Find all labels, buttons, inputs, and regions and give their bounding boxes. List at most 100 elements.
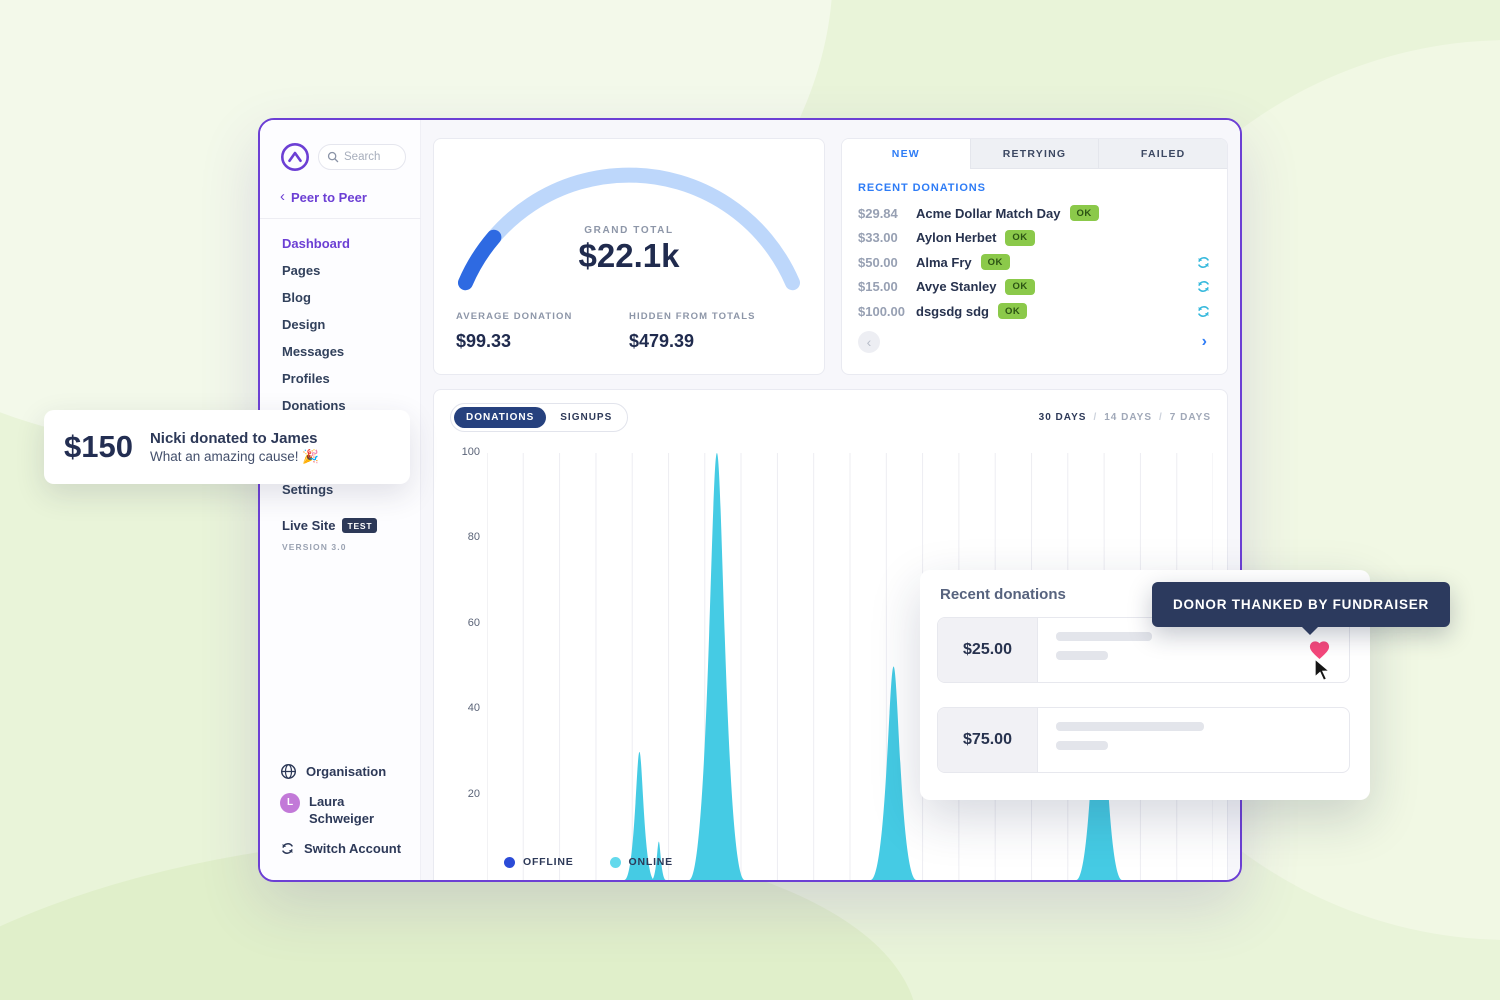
status-badge: OK: [1005, 278, 1035, 295]
organisation-label: Organisation: [306, 763, 387, 779]
user-name: Laura Schweiger: [309, 793, 375, 827]
donation-list: $29.84 Acme Dollar Match Day OK $33.00 Aylon…: [858, 201, 1211, 324]
chart-spike: [689, 453, 745, 880]
globe-icon: [280, 763, 297, 779]
average-donation-value: $99.33: [456, 331, 512, 351]
hidden-from-totals-label: HIDDEN FROM TOTALS: [629, 311, 756, 322]
breadcrumb-label: Peer to Peer: [291, 190, 367, 205]
tab-new[interactable]: NEW: [842, 139, 970, 169]
heart-icon[interactable]: [1308, 639, 1331, 662]
sidebar-item-pages[interactable]: Pages: [282, 263, 321, 278]
y-tick-label: 60: [467, 617, 480, 629]
status-badge: OK: [997, 303, 1028, 320]
donation-name: Aylon Herbet: [916, 230, 997, 246]
avatar: L: [280, 792, 300, 813]
donation-row: $100.00 dsgsdg sdg OK: [858, 299, 1211, 324]
offline-dot: [504, 856, 515, 868]
legend-online-label: ONLINE: [628, 856, 673, 868]
toggle-signups[interactable]: SIGNUPS: [560, 412, 613, 423]
tab-retrying[interactable]: RETRYING: [969, 139, 1099, 169]
y-tick-label: 20: [467, 788, 480, 800]
overlay-title: Recent donations: [940, 586, 1066, 603]
y-axis-labels: 20 40 60 80 100: [434, 446, 480, 880]
overlay-donation-row: $25.00: [937, 617, 1350, 683]
hidden-from-totals-value: $479.39: [629, 331, 695, 351]
divider: [260, 218, 421, 219]
placeholder-bar: [1056, 741, 1108, 750]
switch-account-icon: [282, 843, 293, 854]
chart-legend: OFFLINE ONLINE: [504, 856, 673, 868]
grand-total-label: GRAND TOTAL: [584, 225, 674, 236]
pager-next-button[interactable]: ›: [1201, 332, 1207, 350]
overlay-rows: $25.00 $75.00: [920, 617, 1370, 773]
online-dot: [609, 856, 621, 868]
placeholder-bar: [1056, 722, 1204, 731]
search-icon: [327, 151, 339, 163]
donations-tabs: NEW RETRYING FAILED: [842, 139, 1227, 169]
user-account[interactable]: L Laura Schweiger: [280, 792, 401, 828]
retry-icon[interactable]: [1196, 255, 1211, 270]
test-badge: TEST: [342, 518, 378, 533]
donation-amount: $33.00: [858, 230, 898, 246]
range-7-days[interactable]: 7 DAYS: [1169, 412, 1211, 423]
status-badge: OK: [1005, 229, 1035, 246]
chart-spike: [624, 751, 655, 880]
notification-amount: $150: [64, 429, 133, 464]
range-14-days[interactable]: 14 DAYS: [1104, 412, 1152, 423]
app-logo-icon[interactable]: [280, 142, 310, 172]
average-donation-label: AVERAGE DONATION: [456, 311, 573, 322]
recent-donations-panel: NEW RETRYING FAILED RECENT DONATIONS $29…: [841, 138, 1228, 375]
sidebar-item-profiles[interactable]: Profiles: [282, 371, 330, 386]
search-input[interactable]: [344, 151, 397, 163]
sidebar-item-blog[interactable]: Blog: [282, 290, 311, 305]
overlay-donation-amount: $25.00: [938, 618, 1038, 682]
notification-title: Nicki donated to James: [149, 429, 318, 447]
range-separator: /: [1159, 412, 1163, 423]
breadcrumb[interactable]: ‹ Peer to Peer: [280, 188, 406, 205]
gauge-chart: [458, 167, 800, 291]
live-site-label: Live Site: [282, 518, 336, 533]
chart-series-toggle: DONATIONS SIGNUPS: [450, 403, 629, 432]
sidebar-item-settings[interactable]: Settings: [282, 482, 334, 497]
search-input-wrap: [318, 144, 406, 170]
chart-range-selector: 30 DAYS / 14 DAYS / 7 DAYS: [1039, 412, 1211, 423]
status-badge: OK: [980, 254, 1010, 271]
sidebar-item-design[interactable]: Design: [282, 317, 326, 332]
overlay-donation-body: [1038, 708, 1349, 772]
sidebar-item-dashboard[interactable]: Dashboard: [282, 236, 350, 251]
retry-icon[interactable]: [1196, 304, 1211, 319]
live-site-link[interactable]: Live Site TEST: [282, 518, 420, 533]
range-30-days[interactable]: 30 DAYS: [1038, 412, 1087, 423]
switch-account-link[interactable]: Switch Account: [280, 841, 401, 856]
donation-amount: $29.84: [858, 205, 898, 221]
legend-online: ONLINE: [609, 856, 673, 868]
overlay-donation-amount: $75.00: [938, 708, 1038, 772]
y-tick-label: 40: [467, 702, 480, 714]
placeholder-bar: [1056, 632, 1152, 641]
donation-amount: $15.00: [858, 279, 898, 295]
toggle-donations[interactable]: DONATIONS: [454, 407, 547, 428]
recent-donations-heading: RECENT DONATIONS: [858, 182, 986, 194]
thanked-tooltip: DONOR THANKED BY FUNDRAISER: [1152, 582, 1451, 635]
pager-prev-button[interactable]: ‹: [858, 330, 880, 353]
organisation-link[interactable]: Organisation: [280, 763, 401, 780]
range-separator: /: [1093, 412, 1098, 423]
gauge-progress: [458, 229, 502, 291]
retry-icon[interactable]: [1196, 279, 1211, 294]
mouse-cursor: [1314, 658, 1332, 682]
sidebar: ‹ Peer to Peer Dashboard Pages Blog Design M…: [260, 120, 421, 880]
donation-amount: $50.00: [858, 254, 898, 270]
donation-notification-card: $150 Nicki donated to James What an amaz…: [44, 410, 410, 484]
placeholder-bar: [1056, 651, 1108, 660]
donation-name: Acme Dollar Match Day: [916, 205, 1061, 221]
tab-failed[interactable]: FAILED: [1098, 139, 1227, 169]
sidebar-item-messages[interactable]: Messages: [282, 344, 345, 359]
y-tick-label: 100: [461, 446, 480, 458]
donation-row: $50.00 Alma Fry OK: [858, 250, 1211, 275]
status-badge: OK: [1069, 205, 1099, 222]
sidebar-item-donations[interactable]: Donations: [282, 398, 346, 413]
legend-offline-label: OFFLINE: [523, 856, 574, 868]
donation-name: dsgsdg sdg: [916, 303, 989, 319]
grand-total-value: $22.1k: [578, 237, 680, 274]
notification-subtitle: What an amazing cause! 🎉: [149, 448, 320, 464]
